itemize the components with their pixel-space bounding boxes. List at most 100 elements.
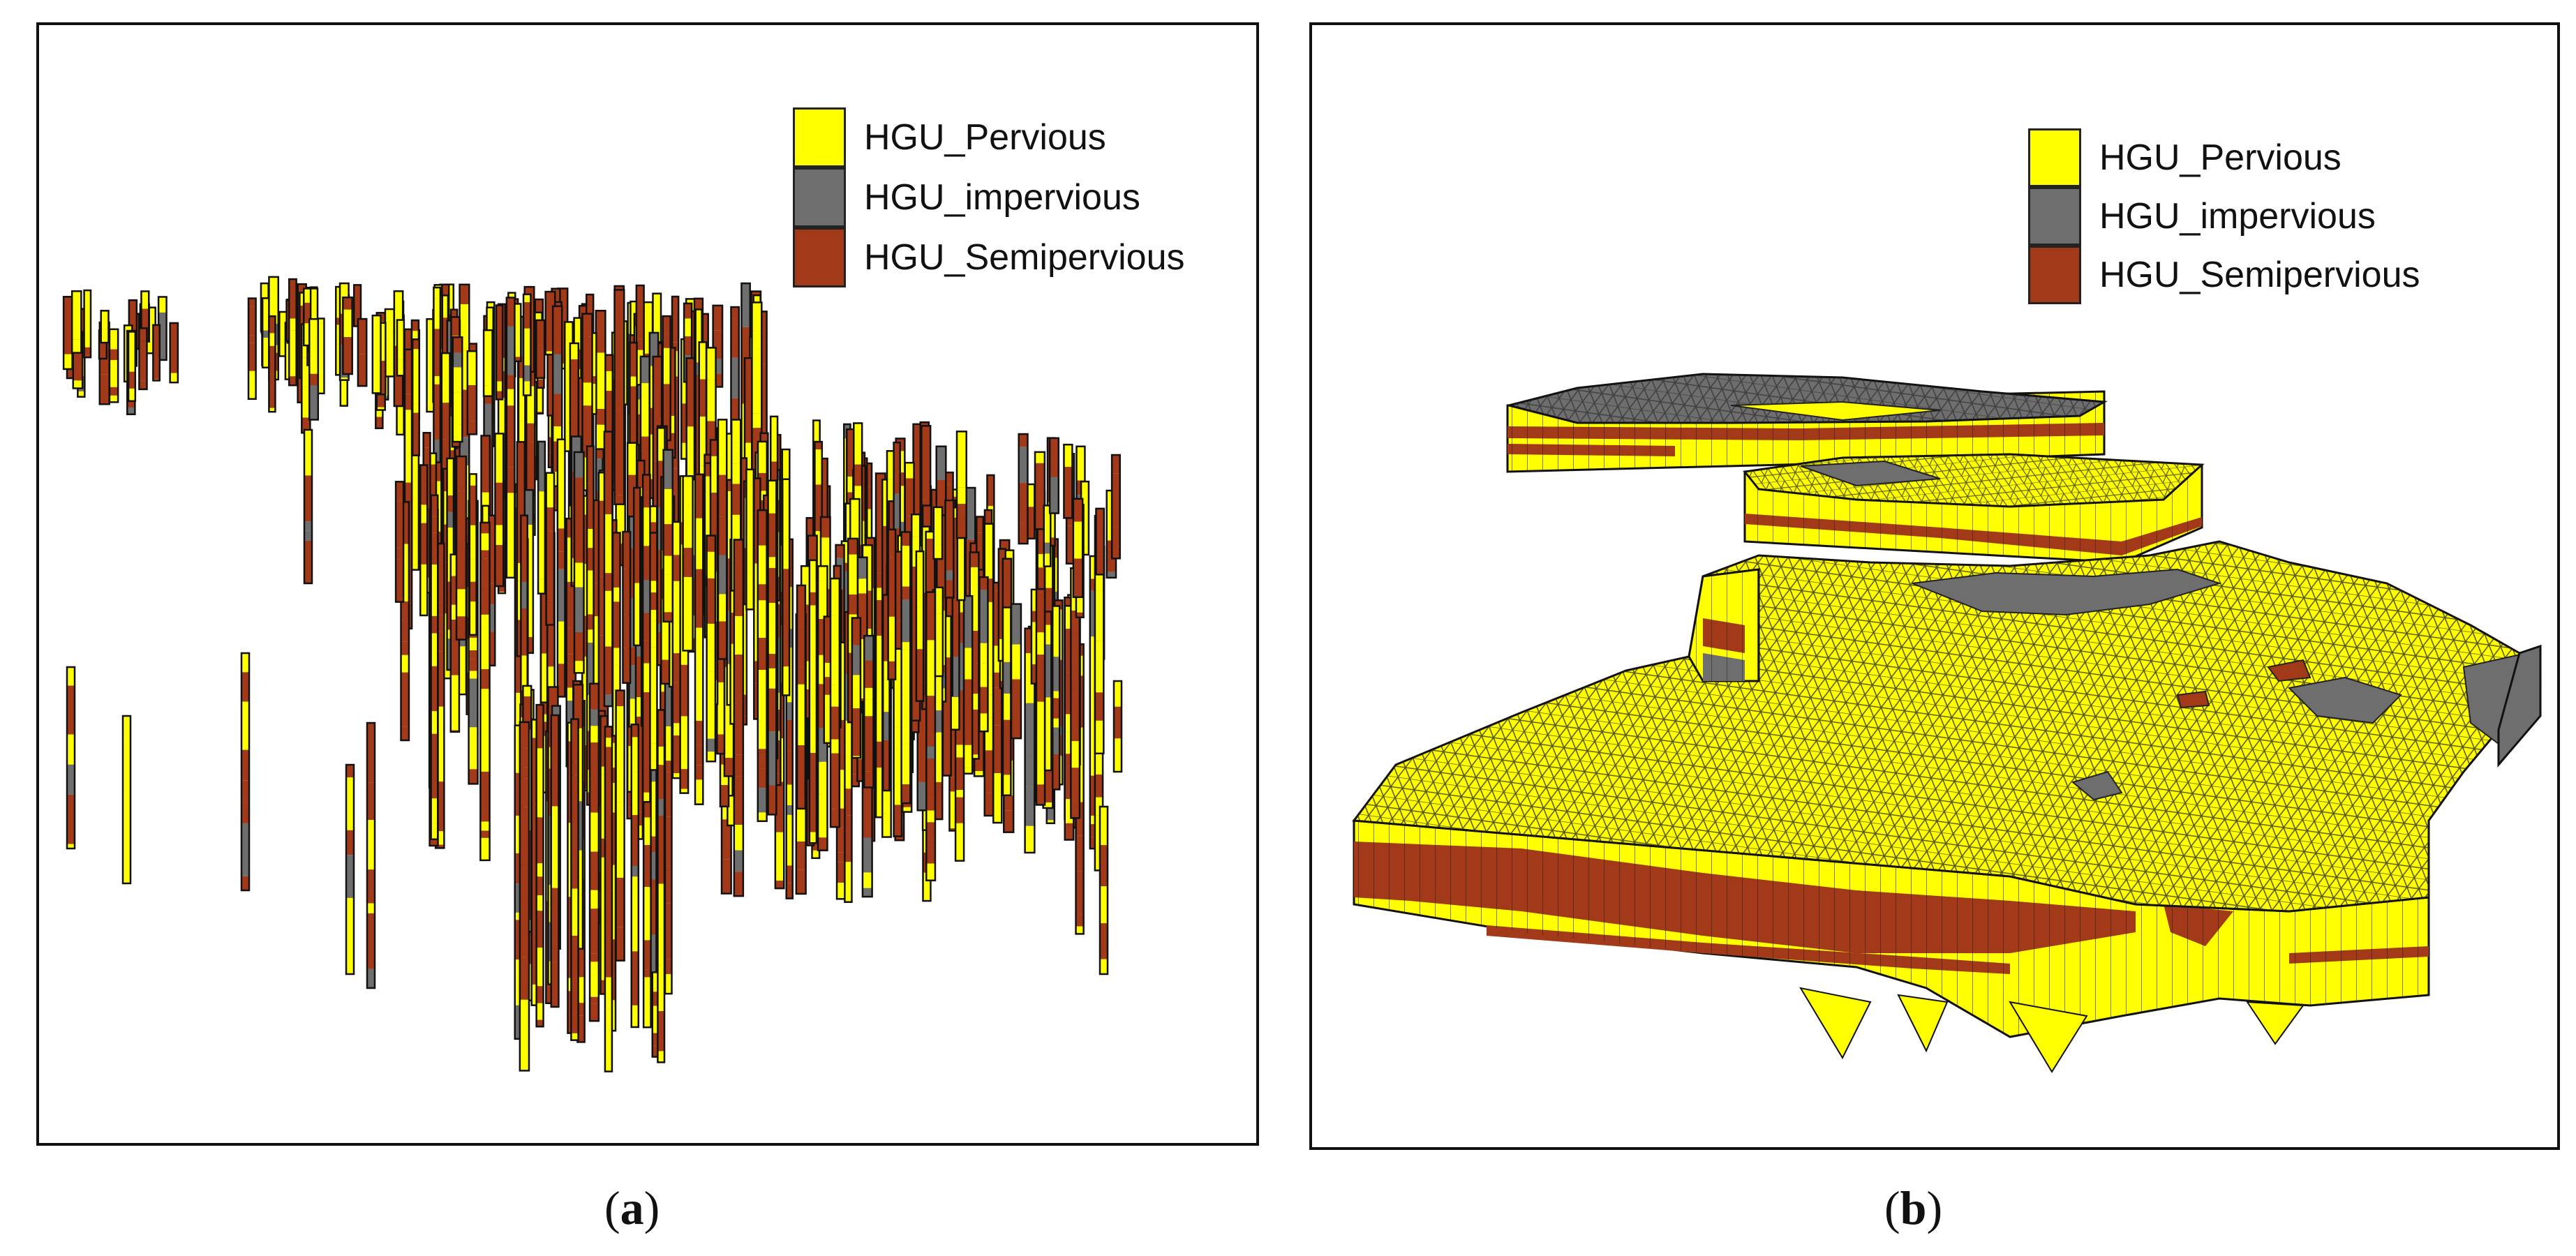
borehole-column: [900, 531, 911, 805]
solid-model-plot: [1352, 373, 2542, 1073]
borehole-column: [303, 428, 313, 585]
borehole-column: [1112, 680, 1123, 773]
borehole-column: [1095, 507, 1105, 576]
borehole-column: [1072, 498, 1084, 599]
borehole-column: [108, 328, 119, 403]
borehole-column: [622, 530, 632, 684]
borehole-column: [482, 329, 493, 397]
borehole-column: [1043, 504, 1052, 567]
borehole-column: [505, 297, 516, 579]
borehole-column: [603, 431, 613, 708]
borehole-column: [522, 293, 532, 396]
borehole-column: [664, 682, 673, 995]
borehole-column: [240, 652, 251, 892]
borehole-column: [430, 494, 439, 841]
borehole-column: [962, 595, 974, 775]
borehole-column: [83, 289, 92, 359]
borehole-column: [1002, 606, 1012, 796]
legend-a-item-impervious: HGU_impervious: [793, 167, 1185, 227]
borehole-column: [494, 433, 505, 588]
legend-a-label-impervious: HGU_impervious: [864, 177, 1140, 218]
borehole-column: [588, 682, 600, 1022]
borehole-column: [662, 315, 671, 442]
legend-b-item-pervious: HGU_Pervious: [2028, 128, 2420, 187]
borehole-column: [551, 305, 563, 487]
borehole-column: [1048, 437, 1060, 514]
borehole-column: [863, 634, 874, 788]
borehole-column: [887, 528, 897, 680]
borehole-column: [121, 715, 132, 885]
borehole-column: [641, 474, 651, 803]
borehole-column: [632, 486, 641, 647]
legend-b-label-impervious: HGU_impervious: [2099, 196, 2376, 237]
borehole-column: [823, 615, 833, 745]
borehole-column: [268, 315, 276, 413]
borehole-column: [100, 310, 110, 344]
borehole-column: [1018, 433, 1029, 545]
legend-a-swatch-pervious: [793, 107, 846, 167]
panel-a-borehole-view: HGU_Pervious HGU_impervious HGU_Semiperv…: [36, 22, 1259, 1146]
borehole-column: [829, 577, 841, 828]
borehole-column: [944, 499, 955, 599]
borehole-column: [934, 586, 944, 678]
borehole-column: [604, 726, 613, 1072]
legend-b-label-semipervious: HGU_Semipervious: [2099, 255, 2420, 295]
borehole-column: [371, 314, 382, 394]
legend-a-item-pervious: HGU_Pervious: [793, 107, 1185, 167]
borehole-column: [573, 451, 585, 674]
borehole-column: [1034, 451, 1046, 530]
borehole-column: [615, 689, 625, 962]
borehole-column: [545, 472, 556, 626]
caption-b: (b): [1884, 1181, 1943, 1234]
legend-b-swatch-pervious: [2028, 128, 2081, 187]
borehole-column: [915, 550, 925, 702]
borehole-column: [479, 521, 491, 862]
legend-b-item-semipervious: HGU_Semipervious: [2028, 246, 2420, 304]
borehole-column: [1051, 605, 1061, 791]
borehole-column: [851, 617, 862, 759]
borehole-column: [630, 723, 640, 1029]
borehole-column: [796, 584, 807, 810]
borehole-column: [1099, 805, 1109, 975]
borehole-column: [169, 322, 179, 384]
legend-a-swatch-semipervious: [793, 227, 846, 287]
borehole-column: [468, 473, 477, 636]
borehole-column: [1010, 603, 1022, 740]
borehole-column: [357, 317, 368, 387]
legend-a-item-semipervious: HGU_Semipervious: [793, 227, 1185, 287]
borehole-column: [613, 289, 625, 505]
borehole-column: [303, 287, 312, 347]
borehole-column: [782, 478, 791, 696]
borehole-column: [537, 440, 546, 595]
borehole-column: [932, 506, 944, 560]
legend-a-label-semipervious: HGU_Semipervious: [864, 237, 1185, 278]
borehole-column: [400, 501, 410, 742]
borehole-column: [694, 473, 704, 805]
borehole-column: [745, 468, 755, 611]
middle-block: [1743, 453, 2205, 564]
borehole-column: [978, 576, 989, 733]
borehole-column: [152, 324, 161, 382]
caption-a: (a): [604, 1181, 660, 1234]
legend-b-item-impervious: HGU_impervious: [2028, 187, 2420, 246]
borehole-column: [366, 722, 376, 989]
borehole-column: [682, 474, 694, 652]
caption-a-letter: a: [620, 1181, 644, 1234]
borehole-column: [881, 594, 891, 792]
legend-a: HGU_Pervious HGU_impervious HGU_Semiperv…: [793, 107, 1185, 287]
borehole-column: [1043, 611, 1052, 772]
borehole-column: [717, 419, 728, 660]
borehole-column: [288, 278, 297, 387]
borehole-column: [62, 296, 73, 371]
borehole-column: [955, 431, 967, 539]
borehole-column: [808, 559, 818, 844]
borehole-column: [550, 714, 560, 1008]
borehole-column: [342, 296, 353, 375]
borehole-column: [70, 290, 82, 354]
borehole-column: [66, 666, 76, 850]
borehole-column: [452, 336, 463, 443]
borehole-column: [419, 464, 429, 617]
borehole-column: [394, 481, 405, 603]
borehole-column: [657, 709, 666, 1063]
borehole-column: [1110, 454, 1121, 560]
